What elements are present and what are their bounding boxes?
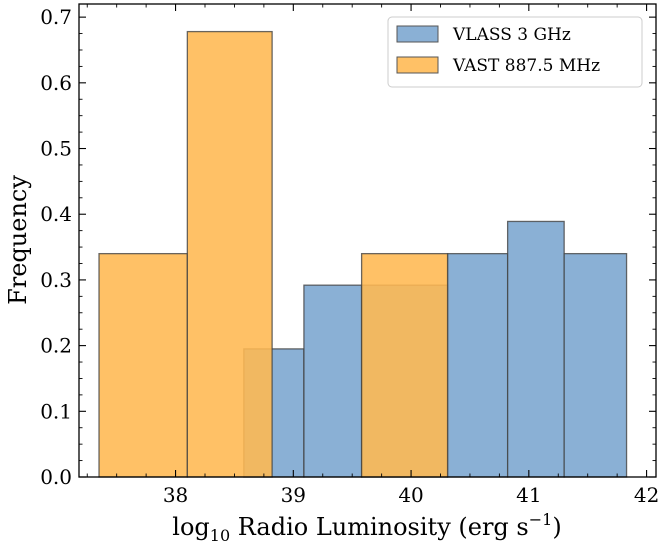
legend-box bbox=[387, 16, 643, 88]
bar-vlass-3 bbox=[446, 252, 509, 478]
bar-vlass-1 bbox=[303, 284, 363, 478]
bar-vlass-4 bbox=[506, 220, 565, 478]
bar-vast-3 bbox=[360, 252, 449, 478]
x-tick-label-40: 40 bbox=[398, 483, 423, 507]
y-tick-label-0.2: 0.2 bbox=[40, 334, 72, 358]
legend-label-vast: VAST 887.5 MHz bbox=[452, 56, 600, 76]
y-tick-label-0.3: 0.3 bbox=[40, 268, 72, 292]
x-tick-label-41: 41 bbox=[516, 483, 541, 507]
y-tick-label-0.0: 0.0 bbox=[40, 465, 72, 489]
legend-label-vlass: VLASS 3 GHz bbox=[452, 25, 571, 45]
bar-vlass-5 bbox=[563, 252, 628, 478]
legend-swatch-vast bbox=[396, 56, 439, 74]
x-tick-label-39: 39 bbox=[281, 483, 306, 507]
y-axis-label: Frequency bbox=[4, 175, 32, 305]
y-tick-label-0.5: 0.5 bbox=[40, 137, 72, 161]
y-tick-label-0.6: 0.6 bbox=[40, 71, 72, 95]
legend: VLASS 3 GHz VAST 887.5 MHz bbox=[387, 16, 643, 88]
bar-vast-1 bbox=[186, 30, 273, 478]
plot-frame bbox=[78, 3, 657, 478]
bar-vast-0 bbox=[98, 252, 188, 478]
y-tick-label-0.7: 0.7 bbox=[40, 5, 72, 29]
axis-ticks: 38 39 40 41 42 0.0 0.1 0.2 0.3 0.4 0.5 0.6 0.7 bbox=[40, 4, 659, 507]
histogram-bars bbox=[98, 30, 628, 478]
legend-swatch-vlass bbox=[396, 25, 439, 43]
y-tick-label-0.4: 0.4 bbox=[40, 202, 72, 226]
x-axis-label: log10 Radio Luminosity (erg s−1) bbox=[172, 510, 561, 545]
x-tick-label-38: 38 bbox=[163, 483, 188, 507]
y-tick-label-0.1: 0.1 bbox=[40, 399, 72, 423]
x-tick-label-42: 42 bbox=[634, 483, 659, 507]
